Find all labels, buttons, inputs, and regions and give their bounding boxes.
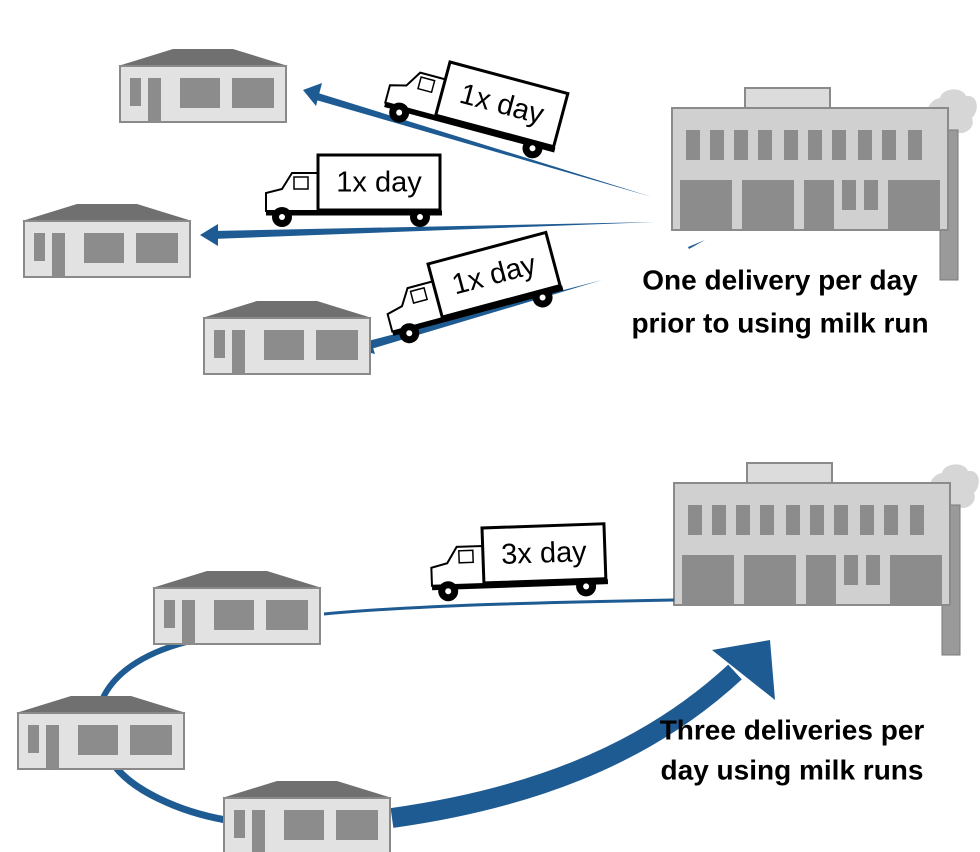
store: [152, 571, 322, 644]
store: [16, 696, 186, 769]
store: [118, 49, 288, 122]
store: [222, 781, 392, 852]
factory: [674, 463, 979, 655]
factory: [672, 88, 977, 280]
truck-label: 1x day: [336, 167, 422, 199]
truck: 1x day: [381, 49, 570, 164]
store: [202, 301, 372, 374]
caption: day using milk runs: [661, 754, 924, 785]
truck: 1x day: [266, 155, 442, 227]
store: [22, 204, 192, 277]
caption: One delivery per day: [642, 264, 918, 295]
caption: Three deliveries per: [660, 714, 925, 745]
truck: 1x day: [378, 232, 567, 347]
truck-label: 3x day: [501, 536, 588, 571]
diagram: 1x day 1x day 1x day One delivery per da…: [0, 0, 980, 852]
truck: 3x day: [430, 524, 608, 602]
caption: prior to using milk run: [631, 307, 928, 338]
